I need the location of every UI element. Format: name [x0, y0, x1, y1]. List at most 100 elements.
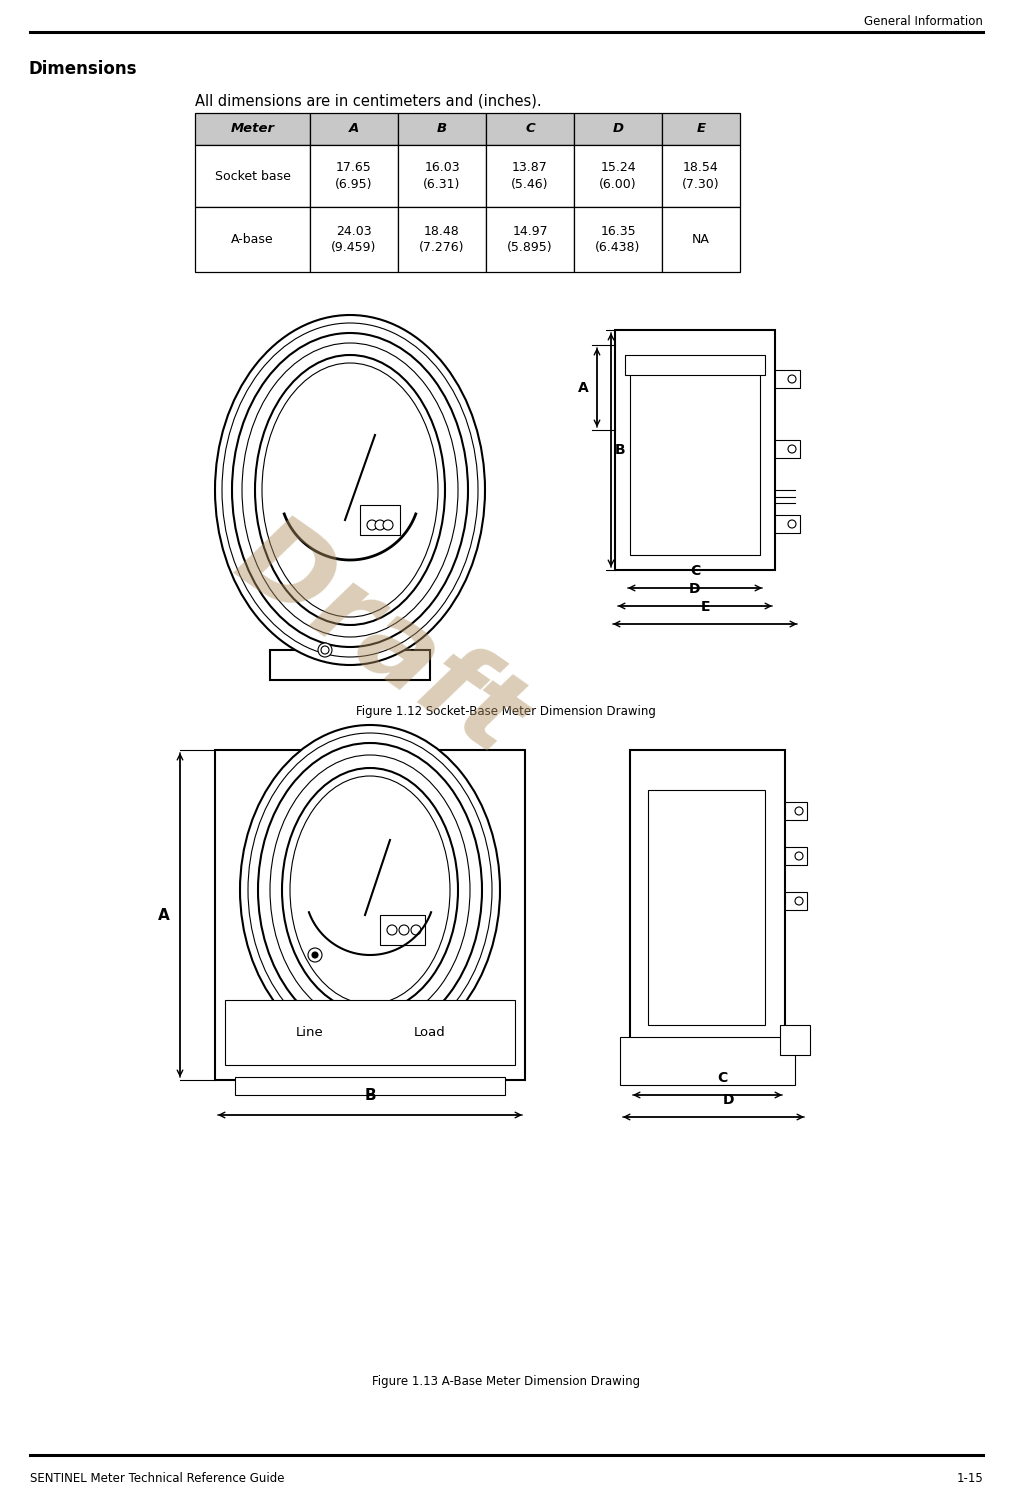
Text: All dimensions are in centimeters and (inches).: All dimensions are in centimeters and (i…	[194, 92, 542, 107]
Bar	[235, 1077, 505, 1095]
Text: Figure 1.13 A-Base Meter Dimension Drawing: Figure 1.13 A-Base Meter Dimension Drawi…	[372, 1375, 640, 1389]
Bar	[775, 516, 800, 533]
Text: Dimensions: Dimensions	[28, 60, 137, 77]
Text: 18.48
(7.276): 18.48 (7.276)	[419, 225, 465, 255]
Text: B: B	[615, 443, 626, 457]
Text: B: B	[437, 122, 447, 136]
Text: C: C	[525, 122, 535, 136]
Text: E: E	[700, 600, 710, 614]
Bar	[663, 113, 741, 145]
Text: C: C	[690, 565, 700, 578]
Circle shape	[383, 520, 393, 530]
Text: 18.54
(7.30): 18.54 (7.30)	[682, 161, 720, 191]
Bar	[663, 207, 741, 273]
Bar	[310, 145, 398, 207]
Text: 15.24
(6.00): 15.24 (6.00)	[599, 161, 637, 191]
Text: A: A	[348, 122, 360, 136]
Bar	[398, 113, 486, 145]
Text: A: A	[158, 907, 170, 922]
Bar	[620, 1037, 795, 1085]
Bar	[486, 113, 574, 145]
Circle shape	[795, 897, 803, 904]
Ellipse shape	[282, 767, 458, 1012]
Text: 1-15: 1-15	[956, 1472, 983, 1486]
Text: D: D	[722, 1094, 734, 1107]
Bar	[398, 145, 486, 207]
Text: 14.97
(5.895): 14.97 (5.895)	[508, 225, 553, 255]
Bar	[310, 113, 398, 145]
Bar	[780, 1025, 810, 1055]
Bar	[486, 207, 574, 273]
Circle shape	[375, 520, 385, 530]
Bar	[775, 370, 800, 387]
Ellipse shape	[240, 726, 500, 1055]
Text: Meter: Meter	[231, 122, 275, 136]
Circle shape	[399, 925, 409, 936]
Text: Draft: Draft	[217, 504, 543, 776]
Circle shape	[411, 925, 421, 936]
Bar	[225, 1000, 515, 1065]
Ellipse shape	[262, 364, 438, 617]
Text: NA: NA	[692, 232, 710, 246]
Text: 16.35
(6.438): 16.35 (6.438)	[596, 225, 640, 255]
Ellipse shape	[232, 332, 468, 647]
Bar	[625, 355, 765, 375]
Text: 16.03
(6.31): 16.03 (6.31)	[423, 161, 461, 191]
Circle shape	[788, 446, 796, 453]
Bar	[380, 915, 425, 945]
Ellipse shape	[270, 755, 470, 1025]
Circle shape	[312, 952, 318, 958]
Ellipse shape	[290, 776, 450, 1004]
Bar	[270, 650, 430, 679]
Text: 24.03
(9.459): 24.03 (9.459)	[331, 225, 377, 255]
Text: C: C	[717, 1071, 727, 1085]
Circle shape	[788, 375, 796, 383]
Text: B: B	[365, 1088, 376, 1103]
Circle shape	[318, 644, 332, 657]
Bar	[310, 207, 398, 273]
Ellipse shape	[242, 343, 458, 638]
Text: A-base: A-base	[231, 232, 274, 246]
Circle shape	[788, 520, 796, 527]
Bar	[360, 505, 400, 535]
Text: A: A	[578, 380, 589, 395]
Text: Load: Load	[414, 1027, 446, 1039]
Bar	[574, 113, 663, 145]
Ellipse shape	[255, 355, 445, 624]
Ellipse shape	[258, 744, 482, 1037]
Circle shape	[795, 852, 803, 860]
Bar	[630, 749, 785, 1040]
Circle shape	[308, 948, 322, 963]
Bar	[648, 790, 765, 1025]
Bar	[775, 440, 800, 457]
Circle shape	[367, 520, 377, 530]
Text: SENTINEL Meter Technical Reference Guide: SENTINEL Meter Technical Reference Guide	[30, 1472, 285, 1486]
Text: 17.65
(6.95): 17.65 (6.95)	[335, 161, 373, 191]
Text: Figure 1.12 Socket-Base Meter Dimension Drawing: Figure 1.12 Socket-Base Meter Dimension …	[356, 705, 656, 718]
Ellipse shape	[248, 733, 492, 1047]
Bar	[194, 207, 310, 273]
Bar	[486, 145, 574, 207]
Ellipse shape	[222, 323, 478, 657]
Ellipse shape	[215, 314, 485, 665]
Circle shape	[387, 925, 397, 936]
Bar	[194, 113, 310, 145]
Text: 13.87
(5.46): 13.87 (5.46)	[512, 161, 549, 191]
Bar	[215, 749, 525, 1080]
Bar	[574, 145, 663, 207]
Text: D: D	[689, 583, 701, 596]
Bar	[785, 893, 807, 910]
Text: D: D	[613, 122, 623, 136]
Bar	[785, 802, 807, 820]
Text: General Information: General Information	[864, 15, 983, 28]
Text: Line: Line	[296, 1027, 324, 1039]
Bar	[615, 329, 775, 571]
Bar	[398, 207, 486, 273]
Bar	[574, 207, 663, 273]
Bar	[663, 145, 741, 207]
Bar	[785, 846, 807, 866]
Bar	[194, 145, 310, 207]
Text: Socket base: Socket base	[215, 170, 291, 182]
Bar	[630, 370, 760, 554]
Text: E: E	[697, 122, 705, 136]
